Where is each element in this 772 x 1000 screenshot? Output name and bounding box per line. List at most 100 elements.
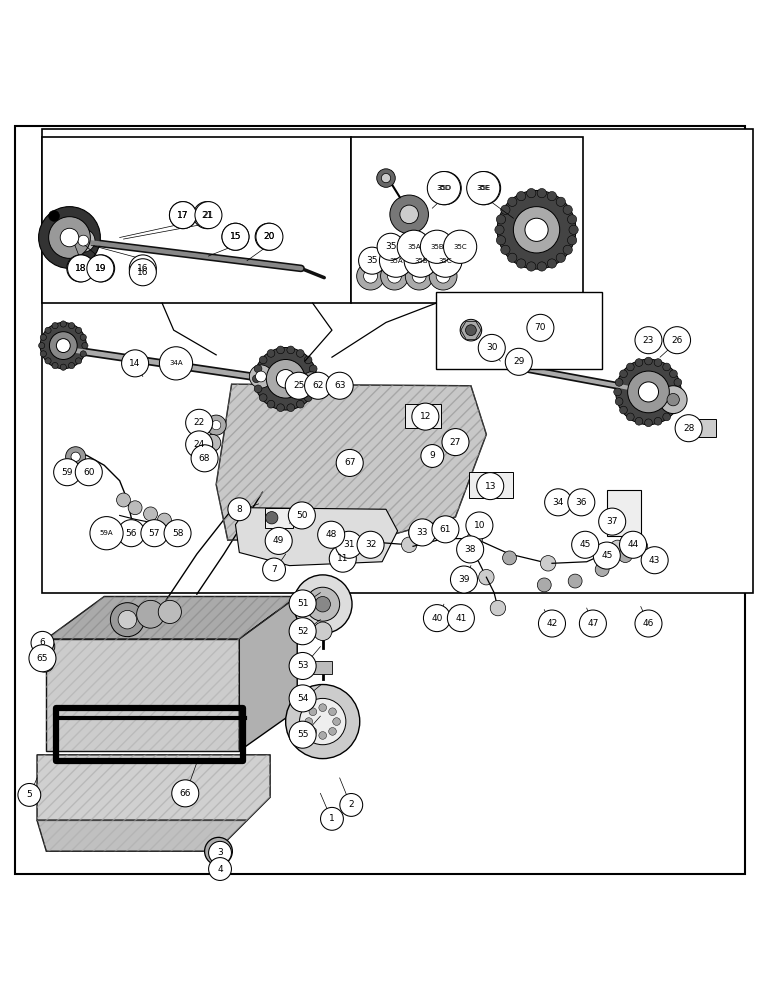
Circle shape	[60, 321, 66, 327]
Text: 30: 30	[486, 343, 497, 352]
Text: 47: 47	[587, 619, 598, 628]
Circle shape	[304, 394, 312, 402]
Circle shape	[186, 409, 213, 436]
Text: 17: 17	[178, 211, 188, 220]
Circle shape	[340, 794, 363, 816]
Circle shape	[255, 223, 283, 250]
Text: 61: 61	[440, 525, 451, 534]
Circle shape	[401, 537, 417, 552]
Circle shape	[358, 247, 386, 274]
Circle shape	[164, 520, 191, 547]
Text: 6: 6	[39, 638, 46, 647]
Text: 48: 48	[326, 530, 337, 539]
Text: 51: 51	[297, 599, 308, 608]
Circle shape	[276, 346, 284, 354]
Circle shape	[508, 253, 517, 262]
Circle shape	[52, 362, 58, 369]
Circle shape	[157, 513, 171, 527]
Text: 45: 45	[580, 540, 591, 549]
Text: 57: 57	[149, 529, 160, 538]
Circle shape	[421, 445, 444, 467]
Circle shape	[513, 207, 560, 253]
Text: 13: 13	[485, 482, 496, 491]
Circle shape	[619, 531, 647, 558]
Circle shape	[468, 172, 500, 205]
Circle shape	[191, 445, 218, 472]
Circle shape	[266, 359, 305, 398]
Circle shape	[563, 245, 572, 254]
Circle shape	[626, 363, 634, 371]
Text: 29: 29	[513, 357, 524, 366]
Circle shape	[49, 211, 59, 221]
Circle shape	[501, 245, 510, 254]
Circle shape	[525, 218, 548, 241]
Circle shape	[567, 236, 577, 245]
Circle shape	[620, 370, 628, 378]
Circle shape	[405, 244, 437, 277]
Circle shape	[39, 343, 45, 349]
Circle shape	[266, 527, 292, 554]
Text: 53: 53	[297, 661, 308, 670]
Circle shape	[303, 372, 320, 389]
Circle shape	[626, 413, 634, 421]
Circle shape	[266, 512, 278, 524]
Circle shape	[527, 188, 536, 198]
Text: 42: 42	[547, 619, 557, 628]
Circle shape	[29, 645, 56, 672]
Circle shape	[479, 334, 505, 361]
Circle shape	[76, 327, 82, 333]
Circle shape	[501, 205, 510, 214]
Text: 56: 56	[126, 529, 137, 538]
Circle shape	[645, 357, 652, 365]
Circle shape	[547, 259, 557, 268]
Circle shape	[256, 223, 283, 250]
Circle shape	[429, 522, 443, 536]
Circle shape	[568, 489, 595, 516]
Circle shape	[442, 429, 469, 456]
Text: 35C: 35C	[438, 258, 452, 264]
Circle shape	[252, 375, 260, 383]
Text: 35C: 35C	[453, 244, 467, 250]
Circle shape	[527, 262, 536, 271]
Text: 33: 33	[417, 528, 428, 537]
Circle shape	[635, 359, 643, 366]
Bar	[351, 137, 583, 303]
Circle shape	[635, 610, 662, 637]
Circle shape	[539, 610, 565, 637]
Circle shape	[202, 449, 218, 464]
Circle shape	[659, 386, 687, 414]
Circle shape	[537, 262, 547, 271]
Circle shape	[674, 379, 682, 386]
Text: 21: 21	[203, 211, 214, 220]
Circle shape	[337, 449, 364, 476]
Circle shape	[467, 531, 482, 546]
Circle shape	[466, 512, 493, 539]
Circle shape	[400, 205, 418, 224]
Circle shape	[158, 600, 181, 624]
Circle shape	[429, 262, 457, 290]
Circle shape	[80, 351, 86, 357]
Circle shape	[305, 718, 313, 725]
Text: 32: 32	[365, 540, 376, 549]
Circle shape	[663, 413, 671, 421]
Circle shape	[289, 502, 316, 529]
Circle shape	[306, 587, 340, 621]
Circle shape	[76, 459, 102, 486]
Text: 20: 20	[263, 232, 274, 241]
Circle shape	[634, 539, 648, 553]
Circle shape	[364, 269, 378, 283]
Circle shape	[333, 718, 340, 725]
Circle shape	[497, 190, 576, 269]
Circle shape	[320, 807, 344, 830]
Circle shape	[194, 202, 221, 229]
Circle shape	[556, 197, 565, 206]
Text: 31: 31	[344, 540, 354, 549]
Circle shape	[667, 393, 679, 406]
Circle shape	[222, 223, 249, 250]
Circle shape	[172, 780, 199, 807]
Text: □: □	[480, 480, 489, 490]
Circle shape	[66, 447, 86, 467]
Circle shape	[36, 654, 54, 672]
Text: 25: 25	[293, 381, 304, 390]
Circle shape	[669, 370, 677, 378]
